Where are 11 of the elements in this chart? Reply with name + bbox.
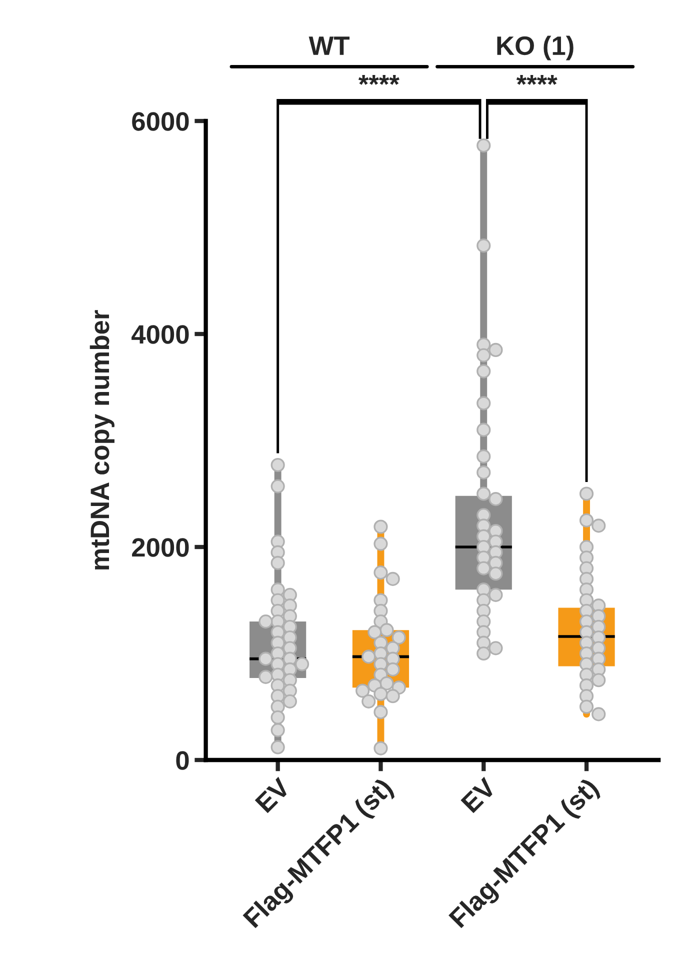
y-tick-label: 6000 [132, 112, 189, 131]
y-axis-title: mtDNA copy number [90, 310, 114, 570]
text: WT [308, 36, 350, 55]
text: **** [358, 75, 400, 85]
y-tick-label: 2000 [132, 538, 189, 557]
text: KO (1) [497, 36, 574, 60]
x-tick-label: EV [254, 776, 292, 814]
y-tick-label: 4000 [132, 325, 189, 344]
text: **** [516, 75, 558, 85]
y-tick-label: 0 [176, 751, 189, 770]
x-tick-label: EV [460, 776, 498, 814]
